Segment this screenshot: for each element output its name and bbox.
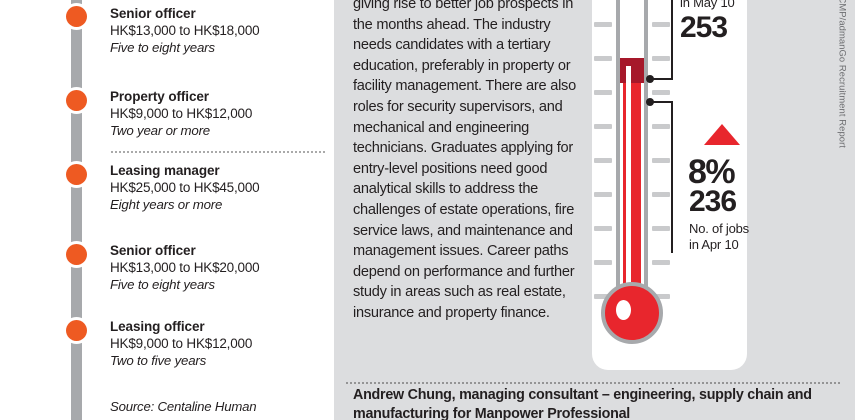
thermometer-tick bbox=[594, 192, 612, 197]
thermometer-card bbox=[592, 0, 747, 370]
thermometer-tick bbox=[594, 158, 612, 163]
attribution-strip: Andrew Chung, managing consultant – engi… bbox=[334, 380, 855, 420]
job-entry: Property officer HK$9,000 to HK$12,000 T… bbox=[110, 89, 328, 139]
thermometer-tick bbox=[652, 56, 670, 61]
job-title: Leasing officer bbox=[110, 319, 205, 334]
callout-leader-apr bbox=[650, 101, 672, 103]
thermometer-card-clip bbox=[592, 0, 747, 370]
job-title: Property officer bbox=[110, 89, 209, 104]
list-divider bbox=[110, 151, 326, 153]
thermometer-tick bbox=[652, 90, 670, 95]
chart-source-note: Source: SCMP/admanGo Recruitment Report bbox=[838, 0, 849, 148]
attribution-divider bbox=[345, 382, 840, 384]
callout-caption-may: in May 10 bbox=[680, 0, 735, 10]
job-salary: HK$13,000 to HK$18,000 bbox=[110, 23, 260, 38]
job-title: Senior officer bbox=[110, 6, 196, 21]
callout-caption-apr-line2: in Apr 10 bbox=[689, 236, 739, 252]
callout-caption-apr-line1: No. of jobs bbox=[689, 221, 749, 236]
job-salary: HK$13,000 to HK$20,000 bbox=[110, 260, 260, 275]
job-salary: HK$9,000 to HK$12,000 bbox=[110, 336, 253, 351]
article-body: giving rise to better job prospects in t… bbox=[353, 0, 576, 321]
attribution-text: Andrew Chung, managing consultant – engi… bbox=[353, 387, 812, 420]
arrow-up-icon bbox=[704, 124, 740, 145]
thermometer-tick bbox=[652, 158, 670, 163]
timeline-rail bbox=[71, 0, 82, 420]
job-entry: Senior officer HK$13,000 to HK$18,000 Fi… bbox=[110, 6, 328, 56]
job-experience: Two year or more bbox=[110, 123, 211, 138]
mercury-gloss bbox=[626, 66, 631, 316]
thermometer-tick bbox=[652, 124, 670, 129]
job-experience: Eight years or more bbox=[110, 197, 223, 212]
timeline-dot bbox=[66, 244, 87, 265]
job-entry: Leasing manager HK$25,000 to HK$45,000 E… bbox=[110, 163, 328, 213]
bulb-highlight bbox=[616, 300, 631, 320]
job-experience: Five to eight years bbox=[110, 40, 215, 55]
callout-label-apr: 236 No. of jobs in Apr 10 bbox=[689, 185, 789, 252]
job-title: Senior officer bbox=[110, 243, 196, 258]
thermometer-tick bbox=[594, 90, 612, 95]
thermometer-tick bbox=[594, 260, 612, 265]
change-indicator bbox=[704, 124, 740, 145]
job-entry: Leasing officer HK$9,000 to HK$12,000 Tw… bbox=[110, 319, 328, 369]
job-experience: Five to eight years bbox=[110, 277, 215, 292]
job-title: Leasing manager bbox=[110, 163, 220, 178]
callout-value-may: 253 bbox=[680, 10, 728, 44]
timeline-dot bbox=[66, 164, 87, 185]
callout-stem-apr bbox=[671, 101, 673, 253]
callout-value-apr: 236 bbox=[689, 185, 737, 218]
job-salary: HK$9,000 to HK$12,000 bbox=[110, 106, 253, 121]
mercury-increment-may bbox=[620, 58, 644, 83]
left-source-note: Source: Centaline Human bbox=[110, 399, 257, 414]
thermometer-tick bbox=[594, 56, 612, 61]
thermometer-bulb bbox=[601, 282, 663, 344]
job-entry: Senior officer HK$13,000 to HK$20,000 Fi… bbox=[110, 243, 328, 293]
job-experience: Two to five years bbox=[110, 353, 207, 368]
callout-leader-may bbox=[650, 78, 672, 80]
thermometer-tick bbox=[652, 226, 670, 231]
thermometer-panel: in May 10 253 8% 236 No. of jobs in Apr … bbox=[592, 0, 855, 420]
timeline-dot bbox=[66, 320, 87, 341]
article-text-panel: giving rise to better job prospects in t… bbox=[334, 0, 592, 420]
change-percent: 8% bbox=[688, 153, 736, 191]
callout-stem-may bbox=[671, 0, 673, 80]
thermometer-tick bbox=[594, 226, 612, 231]
thermometer-tick bbox=[594, 124, 612, 129]
timeline-dot bbox=[66, 90, 87, 111]
thermometer-tick bbox=[652, 22, 670, 27]
thermometer-tick bbox=[594, 22, 612, 27]
timeline-dot bbox=[66, 6, 87, 27]
thermometer-tick bbox=[652, 294, 670, 299]
job-salary: HK$25,000 to HK$45,000 bbox=[110, 180, 260, 195]
callout-label-may: in May 10 253 bbox=[680, 0, 765, 44]
thermometer-tick bbox=[652, 260, 670, 265]
job-list-panel: Senior officer HK$13,000 to HK$18,000 Fi… bbox=[0, 0, 334, 420]
thermometer-tick bbox=[652, 192, 670, 197]
thermometer-tick bbox=[594, 294, 612, 299]
